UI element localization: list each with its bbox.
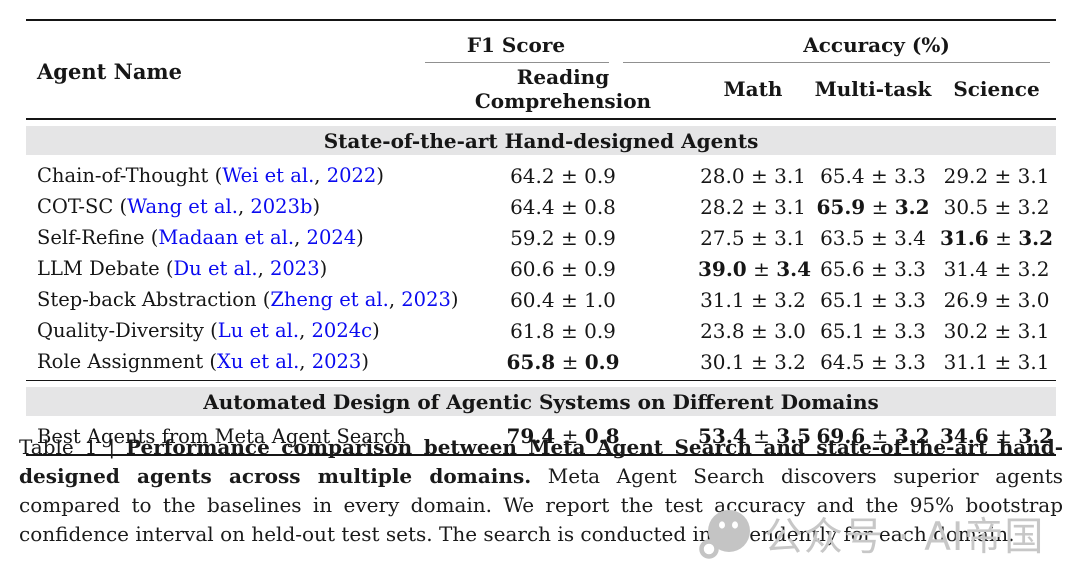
citation-link[interactable]: Wang et al.: [127, 195, 238, 218]
value-cell: 29.2 ± 3.1: [943, 163, 1050, 188]
subheader-science: Science: [937, 65, 1057, 120]
agent-name-cell: Step-back Abstraction (Zheng et al., 202…: [37, 288, 459, 311]
value-cell: 30.2 ± 3.1: [943, 318, 1050, 343]
subheader-reading-comprehension: Reading Comprehension: [429, 65, 697, 120]
citation-link[interactable]: Madaan et al.: [158, 226, 295, 249]
section-header-row: State-of-the-art Hand-designed Agents: [26, 126, 1057, 155]
value-cell: 39.0 ± 3.4: [698, 256, 811, 281]
agent-name-cell: Role Assignment (Xu et al., 2023): [37, 350, 369, 373]
table-row: Self-Refine (Madaan et al., 2024) 59.2 ± …: [26, 222, 1056, 253]
caption-label: Table 1: [19, 435, 98, 459]
value-cell: 59.2 ± 0.9: [510, 225, 616, 250]
value-cell: 64.2 ± 0.9: [510, 163, 616, 188]
agent-name-cell: Self-Refine (Madaan et al., 2024): [37, 226, 364, 249]
subheader-multi-task: Multi-task: [809, 65, 937, 120]
accuracy-group-header: Accuracy (%): [623, 19, 1057, 65]
citation-link[interactable]: 2023b: [250, 195, 313, 218]
agent-name: Best Agents from Meta Agent Search: [37, 424, 406, 448]
agent-name: Step-back Abstraction: [37, 288, 257, 311]
value-cell: 53.4 ± 3.5: [697, 421, 811, 456]
spacer-row: [26, 377, 1057, 381]
value-cell: 23.8 ± 3.0: [700, 318, 806, 343]
value-cell: 27.5 ± 3.1: [700, 225, 806, 250]
agent-name: Role Assignment: [37, 350, 204, 373]
citation-link[interactable]: Xu et al.: [217, 350, 300, 373]
accuracy-group-label: Accuracy (%): [803, 33, 950, 57]
citation-link[interactable]: 2023: [311, 350, 362, 373]
table-body: State-of-the-art Hand-designed Agents Cha…: [26, 119, 1057, 456]
caption-bold-title: Performance comparison between Meta Agen…: [19, 435, 1064, 488]
citation-link[interactable]: 2024: [306, 226, 357, 249]
f1-cmidrule: [425, 62, 609, 63]
value-cell: 65.8 ± 0.9: [506, 349, 620, 374]
citation-link[interactable]: Wei et al.: [222, 164, 315, 187]
value-cell: 31.1 ± 3.2: [700, 287, 806, 312]
citation-link[interactable]: Lu et al.: [217, 319, 300, 342]
value-cell: 63.5 ± 3.4: [820, 225, 926, 250]
results-table: Agent Name F1 Score Accuracy (%) Reading…: [26, 19, 1057, 456]
table-header: Agent Name F1 Score Accuracy (%) Reading…: [26, 19, 1057, 120]
table-row: Role Assignment (Xu et al., 2023) 65.8 ± …: [26, 346, 1056, 377]
table-row: Best Agents from Meta Agent Search 79.4 ±…: [26, 421, 1057, 456]
citation-link[interactable]: 2022: [326, 164, 377, 187]
agent-name-cell: Best Agents from Meta Agent Search: [26, 421, 429, 456]
value-cell: 60.6 ± 0.9: [510, 256, 616, 281]
subheader-math: Math: [697, 65, 809, 120]
agent-name: COT-SC: [37, 195, 114, 218]
f1-group-header: F1 Score: [425, 19, 697, 65]
value-cell: 65.4 ± 3.3: [820, 163, 926, 188]
f1-group-label: F1 Score: [466, 33, 566, 57]
section-title: Automated Design of Agentic Systems on D…: [26, 387, 1057, 416]
agent-name-cell: Chain-of-Thought (Wei et al., 2022): [37, 164, 384, 187]
caption-body: Meta Agent Search discovers superior age…: [19, 464, 1063, 546]
accuracy-cmidrule: [623, 62, 1050, 63]
agent-name-cell: LLM Debate (Du et al., 2023): [37, 257, 328, 280]
agent-name-cell: COT-SC (Wang et al., 2023b): [37, 195, 321, 218]
citation-link[interactable]: 2023: [269, 257, 320, 280]
value-cell: 30.1 ± 3.2: [700, 349, 806, 374]
agent-name: Quality-Diversity: [37, 319, 204, 342]
agent-name: Self-Refine: [37, 226, 145, 249]
agent-name-cell: Quality-Diversity (Lu et al., 2024c): [37, 319, 380, 342]
value-cell: 60.4 ± 1.0: [510, 287, 616, 312]
agent-name: Chain-of-Thought: [37, 164, 209, 187]
value-cell: 31.6 ± 3.2: [940, 225, 1054, 250]
section-header-row: Automated Design of Agentic Systems on D…: [26, 387, 1057, 416]
citation-link[interactable]: Du et al.: [173, 257, 258, 280]
value-cell: 61.8 ± 0.9: [510, 318, 616, 343]
caption-separator: |: [108, 435, 116, 459]
value-cell: 26.9 ± 3.0: [943, 287, 1050, 312]
table-row: Chain-of-Thought (Wei et al., 2022) 64.2 …: [26, 160, 1056, 191]
table-row: COT-SC (Wang et al., 2023b) 64.4 ± 0.8 28.…: [26, 191, 1056, 222]
value-cell: 69.6 ± 3.2: [809, 421, 937, 456]
value-cell: 28.0 ± 3.1: [700, 163, 806, 188]
value-cell: 64.4 ± 0.8: [510, 194, 616, 219]
table-row: Quality-Diversity (Lu et al., 2024c) 61.8…: [26, 315, 1056, 346]
value-cell: 65.6 ± 3.3: [820, 256, 926, 281]
value-cell: 30.5 ± 3.2: [943, 194, 1050, 219]
value-cell: 34.6 ± 3.2: [937, 421, 1057, 456]
value-cell: 64.5 ± 3.3: [820, 349, 926, 374]
value-cell: 65.1 ± 3.3: [820, 287, 926, 312]
value-cell: 28.2 ± 3.1: [700, 194, 806, 219]
agent-name-header: Agent Name: [26, 19, 429, 120]
table-row: LLM Debate (Du et al., 2023) 60.6 ± 0.9 39…: [26, 253, 1056, 284]
agent-name: LLM Debate: [37, 257, 160, 280]
spacer-row: [26, 119, 1056, 126]
citation-link[interactable]: Zheng et al.: [270, 288, 389, 311]
value-cell: 31.4 ± 3.2: [943, 256, 1050, 281]
value-cell: 31.1 ± 3.1: [943, 349, 1050, 374]
table-caption: Table 1 | Performance comparison between…: [19, 433, 1063, 549]
citation-link[interactable]: 2024c: [311, 319, 373, 342]
value-cell: 65.1 ± 3.3: [820, 318, 926, 343]
value-cell: 65.9 ± 3.2: [816, 194, 930, 219]
value-cell: 79.4 ± 0.8: [429, 421, 697, 456]
section-title: State-of-the-art Hand-designed Agents: [26, 126, 1057, 155]
table-row: Step-back Abstraction (Zheng et al., 202…: [26, 284, 1056, 315]
citation-link[interactable]: 2023: [401, 288, 451, 311]
